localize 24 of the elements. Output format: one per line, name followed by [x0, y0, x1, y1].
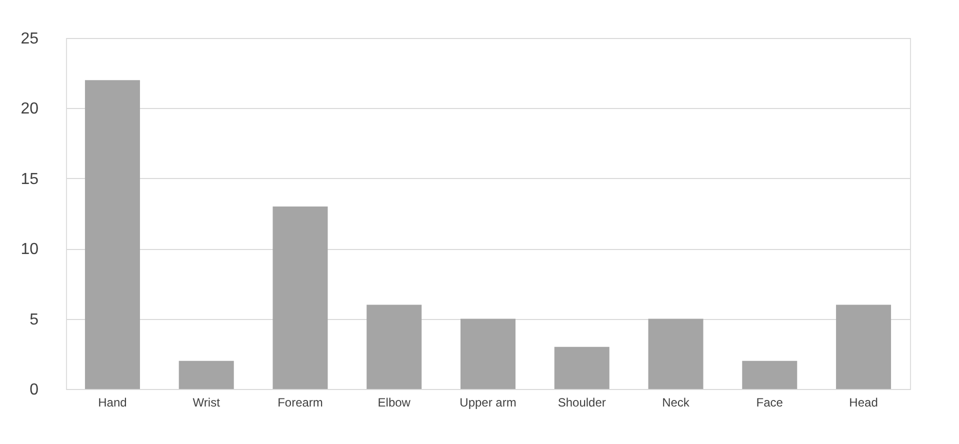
x-tick-label: Elbow	[378, 396, 411, 410]
y-tick-label: 15	[20, 170, 39, 188]
bar	[366, 304, 422, 389]
x-tick-label: Forearm	[278, 396, 323, 410]
x-tick-label: Neck	[662, 396, 690, 410]
bar	[836, 304, 892, 389]
x-tick-label: Wrist	[192, 396, 221, 410]
bar	[178, 360, 234, 389]
bar	[272, 206, 328, 389]
x-tick-label: Head	[849, 396, 878, 410]
y-tick-label: 20	[20, 100, 39, 118]
y-tick-label: 10	[20, 241, 39, 258]
bar	[742, 360, 798, 389]
bar	[460, 318, 516, 389]
bar	[84, 80, 140, 389]
y-tick-label: 25	[20, 30, 39, 48]
x-tick-label: Hand	[98, 396, 127, 410]
x-tick-label: Shoulder	[558, 396, 606, 410]
y-tick-label: 0	[30, 382, 39, 398]
x-tick-label: Face	[756, 396, 784, 410]
bar	[648, 318, 704, 389]
bar	[554, 346, 610, 389]
y-tick-label: 5	[30, 311, 39, 328]
x-tick-label: Upper arm	[460, 396, 516, 410]
